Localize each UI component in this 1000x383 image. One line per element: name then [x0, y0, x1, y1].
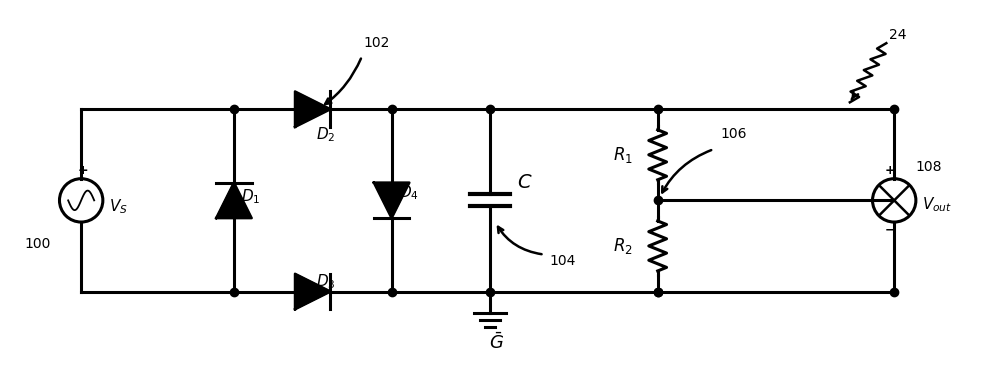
Text: 106: 106	[720, 127, 747, 141]
Polygon shape	[295, 92, 330, 127]
Text: $V_S$: $V_S$	[109, 197, 128, 216]
Text: −: −	[885, 223, 896, 236]
Polygon shape	[216, 183, 252, 218]
Text: $D_4$: $D_4$	[399, 183, 419, 202]
Text: $R_2$: $R_2$	[613, 236, 633, 256]
Text: 108: 108	[916, 160, 942, 174]
Text: +: +	[885, 164, 896, 177]
Text: $C$: $C$	[517, 173, 532, 192]
Text: +: +	[78, 164, 88, 177]
Text: 102: 102	[364, 36, 390, 50]
Text: $R_1$: $R_1$	[613, 145, 633, 165]
Text: $D_2$: $D_2$	[316, 126, 335, 144]
Text: 104: 104	[549, 254, 576, 268]
Polygon shape	[374, 183, 409, 218]
Text: $\bar{G}$: $\bar{G}$	[489, 332, 504, 353]
Text: 24: 24	[889, 28, 907, 42]
Text: $D_1$: $D_1$	[241, 187, 260, 206]
Text: $D_3$: $D_3$	[316, 272, 335, 291]
Text: $V_{out}$: $V_{out}$	[922, 195, 952, 214]
Polygon shape	[295, 274, 330, 309]
Text: 100: 100	[25, 237, 51, 251]
